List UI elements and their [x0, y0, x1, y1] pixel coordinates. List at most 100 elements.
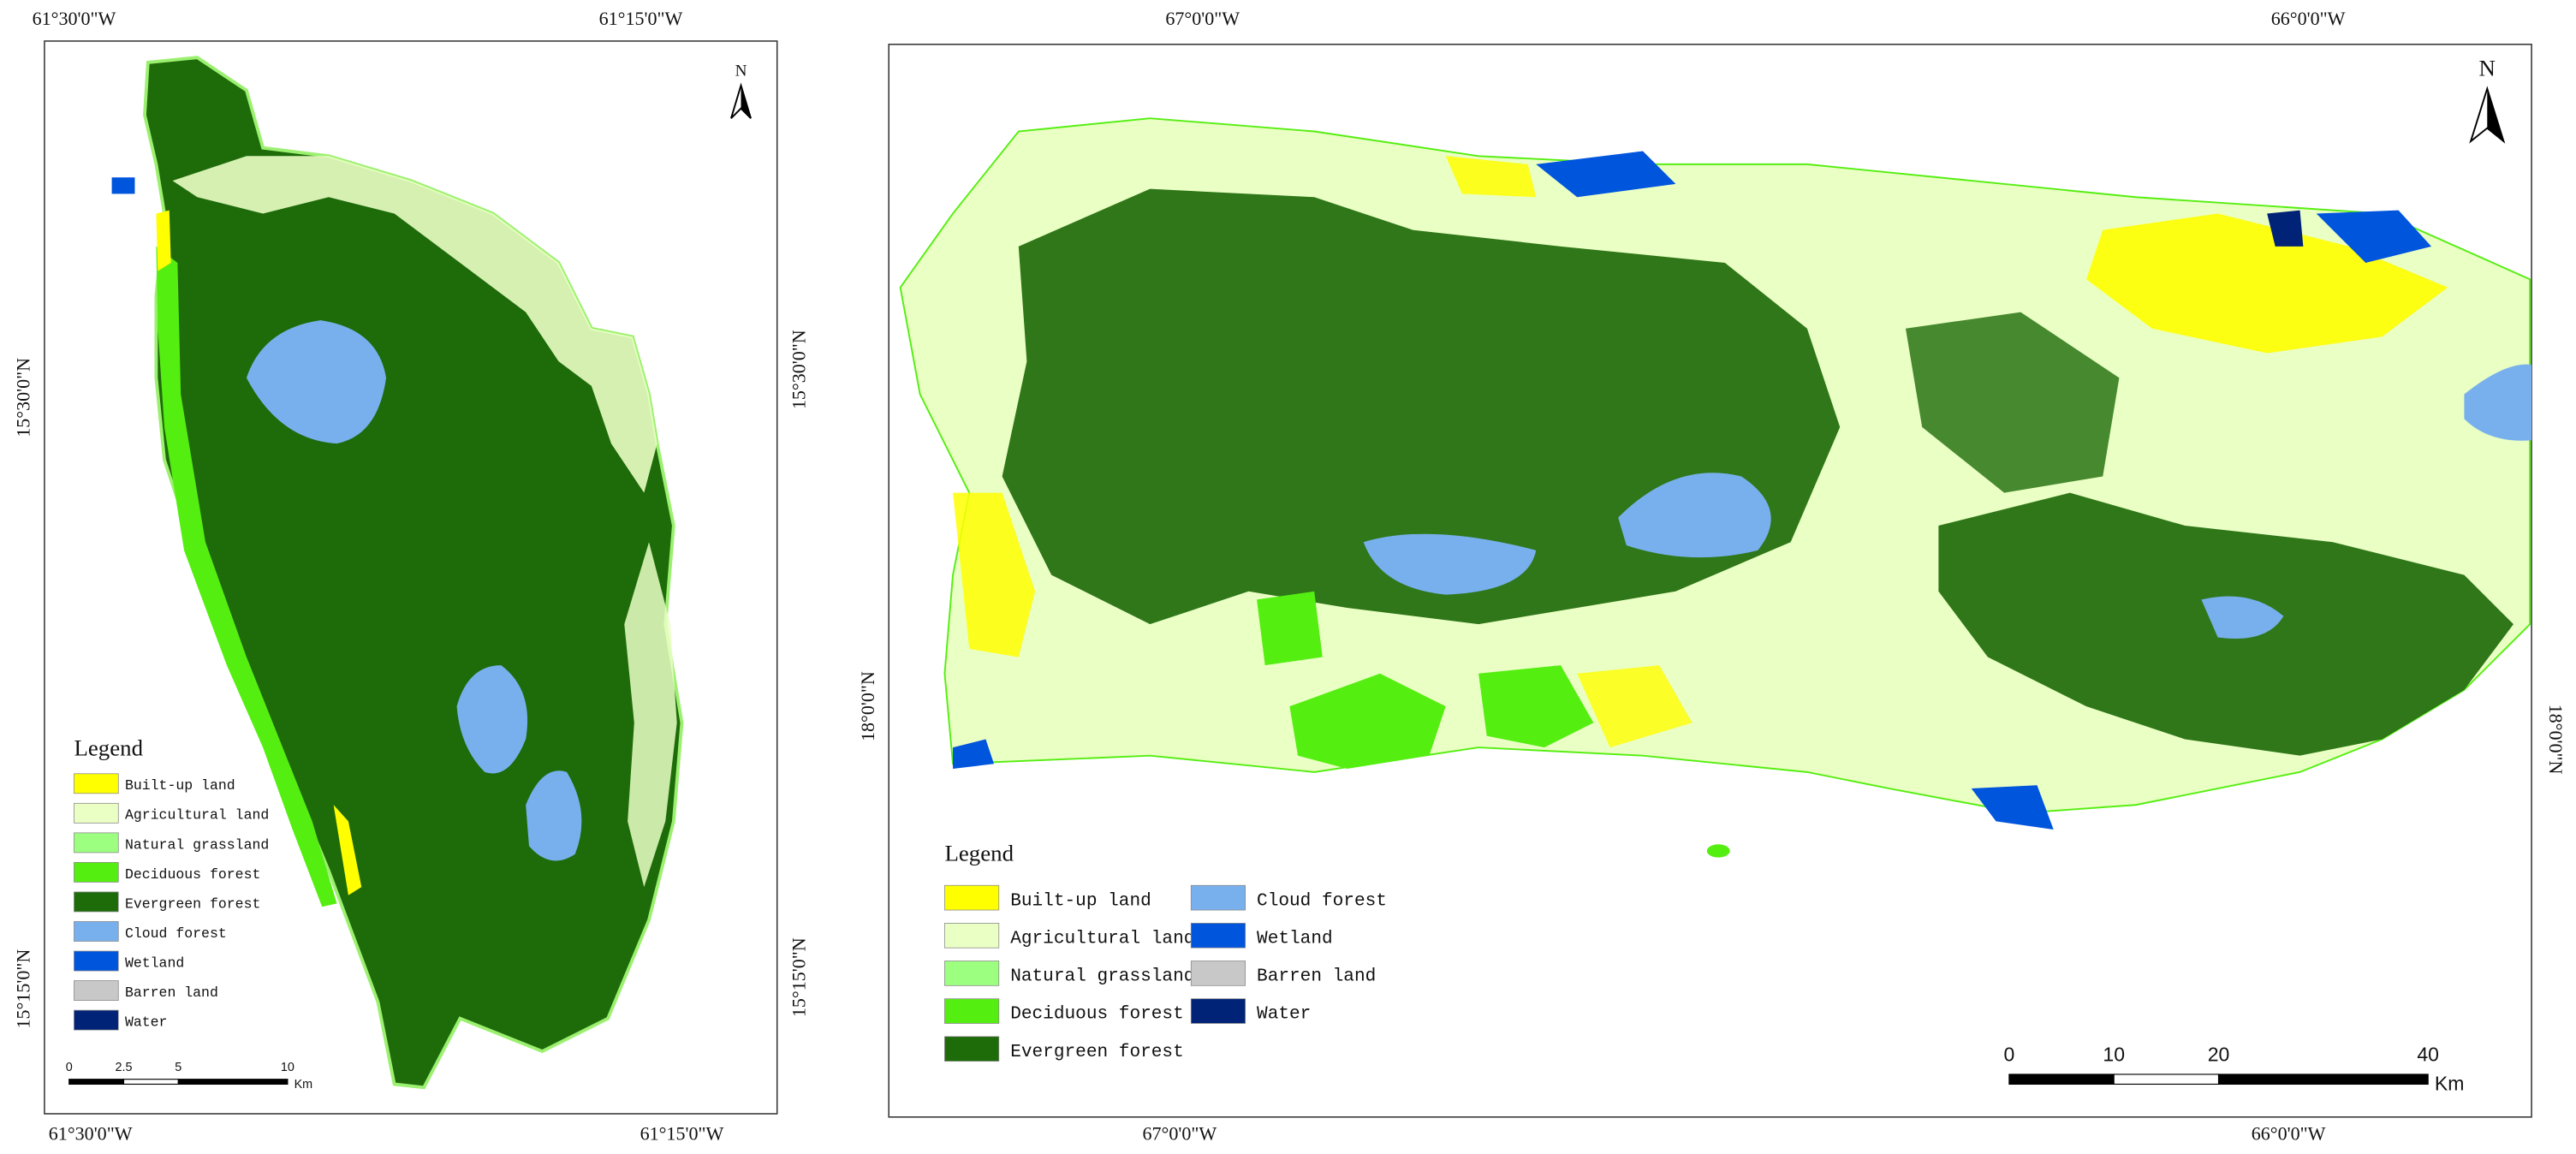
legend-title: Legend [74, 735, 143, 761]
scale-unit: Km [294, 1078, 313, 1092]
scale-tick-label: 5 [175, 1061, 181, 1074]
north-arrow: N [2469, 55, 2506, 144]
deciduous-area [1289, 673, 1446, 770]
legend-label: Barren land [1257, 967, 1376, 987]
legend-swatch [1190, 998, 1246, 1024]
scale-segment [2217, 1074, 2429, 1086]
coord-label: 61°30'0"W [33, 8, 116, 29]
legend-swatch [944, 884, 1000, 911]
coord-label: 15°15'0"N [13, 949, 34, 1029]
builtup-area [2086, 213, 2448, 354]
coord-label: 15°30'0"N [13, 358, 34, 437]
agricultural-area [172, 156, 657, 493]
coord-label: 15°30'0"N [788, 330, 809, 409]
legend-swatch [74, 921, 119, 942]
legend-label: Built-up land [1010, 890, 1151, 911]
legend-label: Agricultural land [1010, 928, 1194, 949]
islet [1706, 844, 1730, 858]
legend-label: Wetland [125, 955, 184, 971]
cloud-forest [2201, 596, 2284, 639]
legend-label: Wetland [1257, 928, 1333, 949]
legend-label: Barren land [125, 984, 218, 1001]
scale-tick-label: 0 [2003, 1044, 2014, 1066]
map-left: N 61°30'0"W 61°15'0"W 61°30'0"W 61°15'0"… [13, 8, 810, 1145]
legend-label: Water [125, 1014, 168, 1031]
coord-label: 67°0'0"W [1143, 1123, 1217, 1145]
builtup-area [1577, 665, 1693, 748]
scale-segment [2113, 1074, 2220, 1086]
legend-swatch [74, 802, 119, 824]
legend-swatch [944, 1036, 1000, 1062]
wetland [111, 177, 135, 194]
legend-label: Deciduous forest [1010, 1004, 1184, 1025]
scale-segment [122, 1079, 179, 1086]
legend-label: Cloud forest [125, 925, 227, 942]
cloud-forest [456, 665, 528, 774]
wetland [953, 739, 995, 770]
north-label: N [2479, 55, 2496, 80]
legend-swatch [74, 773, 119, 794]
scale-segment [2008, 1074, 2115, 1086]
scale-tick-label: 0 [66, 1061, 73, 1074]
legend-label: Water [1257, 1004, 1311, 1025]
scale-tick-label: 20 [2208, 1044, 2230, 1066]
builtup-area [1445, 156, 1537, 198]
deciduous-area [1478, 665, 1594, 748]
legend-swatch [944, 961, 1000, 986]
scale-unit: Km [2435, 1072, 2465, 1094]
map-right: N 67°0'0"W 66°0'0"W 67°0'0"W 66°0'0"W 18… [857, 8, 2567, 1145]
legend-swatch [1190, 923, 1246, 949]
coord-label: 61°15'0"W [640, 1123, 724, 1145]
water [2267, 210, 2304, 247]
legend-swatch [74, 980, 119, 1001]
deciduous-area [1257, 591, 1323, 666]
scale-segment [177, 1079, 289, 1086]
coord-label: 15°15'0"N [788, 937, 809, 1017]
legend-swatch [1190, 961, 1246, 986]
legend-label: Built-up land [125, 777, 235, 794]
legend-label: Evergreen forest [1010, 1042, 1184, 1062]
coord-label: 61°30'0"W [49, 1123, 133, 1145]
cloud-forest [1363, 533, 1537, 595]
evergreen-area [1905, 312, 2120, 493]
scale-tick-label: 40 [2417, 1044, 2439, 1066]
legend-swatch [74, 1009, 119, 1031]
cloud-forest [1618, 473, 1771, 558]
deciduous-coast [156, 246, 337, 907]
legend-label: Evergreen forest [125, 895, 260, 912]
legend: Legend Built-up land Agricultural land Natu… [74, 735, 269, 1031]
legend-label: Natural grassland [125, 836, 269, 853]
legend-label: Cloud forest [1257, 890, 1387, 911]
coord-label: 66°0'0"W [2271, 8, 2346, 29]
legend-swatch [74, 832, 119, 854]
scale-segment [68, 1079, 125, 1086]
scale-tick-label: 10 [281, 1061, 294, 1074]
coord-label: 67°0'0"W [1165, 8, 1240, 29]
agricultural-area [624, 542, 677, 888]
cloud-forest [526, 770, 582, 861]
legend-title: Legend [944, 840, 1014, 866]
north-label: N [735, 62, 747, 80]
builtup-coast [156, 210, 171, 271]
legend-label: Deciduous forest [125, 866, 260, 883]
legend-swatch [944, 923, 1000, 949]
coord-label: 18°0'0"N [857, 671, 878, 741]
wetland [1971, 785, 2054, 830]
scale-tick-label: 2.5 [116, 1061, 133, 1074]
coord-label: 18°0'0"N [2545, 705, 2567, 775]
scale-tick-label: 10 [2103, 1044, 2125, 1066]
wetland [2316, 210, 2432, 264]
legend-label: Agricultural land [125, 807, 269, 824]
wetland [1536, 151, 1676, 198]
legend-swatch [74, 862, 119, 883]
legend: Legend Built-up land Agricultural land Natu… [944, 840, 1387, 1062]
legend-swatch [1190, 884, 1246, 911]
builtup-area [953, 492, 1035, 657]
scale-bar: 0 10 20 40 Km [2003, 1044, 2464, 1095]
coord-label: 66°0'0"W [2252, 1123, 2326, 1145]
legend-swatch [74, 891, 119, 913]
coord-label: 61°15'0"W [599, 8, 683, 29]
